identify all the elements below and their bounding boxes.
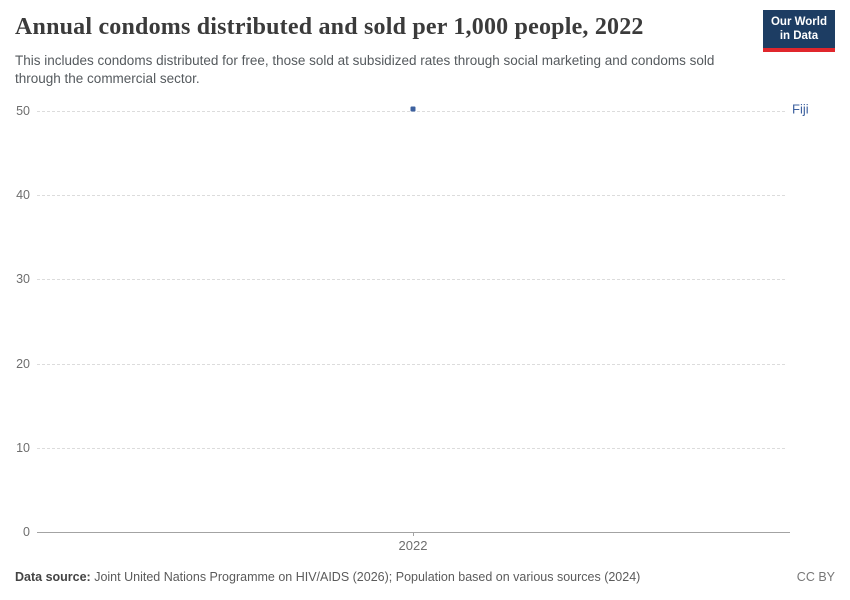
x-axis-tick-label: 2022 <box>398 538 428 553</box>
y-axis-tick-label: 0 <box>23 525 30 539</box>
data-source-note: Data source: Joint United Nations Progra… <box>15 570 640 584</box>
y-axis-tick-label: 20 <box>16 356 30 371</box>
page-title: Annual condoms distributed and sold per … <box>15 14 644 40</box>
gridline <box>37 279 785 281</box>
y-axis-tick-label: 40 <box>16 188 30 203</box>
gridline <box>37 195 785 197</box>
owid-logo-line1: Our World <box>770 16 827 28</box>
entity-label-fiji[interactable]: Fiji <box>792 101 809 117</box>
license-badge[interactable]: CC BY <box>796 570 835 584</box>
x-axis-tick <box>413 532 414 536</box>
data-source-label: Data source: <box>15 570 91 584</box>
gridline <box>37 447 785 449</box>
y-axis-tick-label: 30 <box>16 272 30 287</box>
data-source-text: Joint United Nations Programme on HIV/AI… <box>90 570 641 584</box>
gridline <box>37 363 785 365</box>
data-point-fiji[interactable] <box>410 106 416 112</box>
owid-logo[interactable]: Our World in Data <box>762 10 835 53</box>
chart-subtitle: This includes condoms distributed for fr… <box>15 53 715 86</box>
owid-logo-line2: in Data <box>779 29 819 42</box>
y-axis-tick-label: 10 <box>16 440 30 455</box>
y-axis-tick-label: 50 <box>16 104 30 118</box>
footer: Data source: Joint United Nations Progra… <box>15 570 835 584</box>
